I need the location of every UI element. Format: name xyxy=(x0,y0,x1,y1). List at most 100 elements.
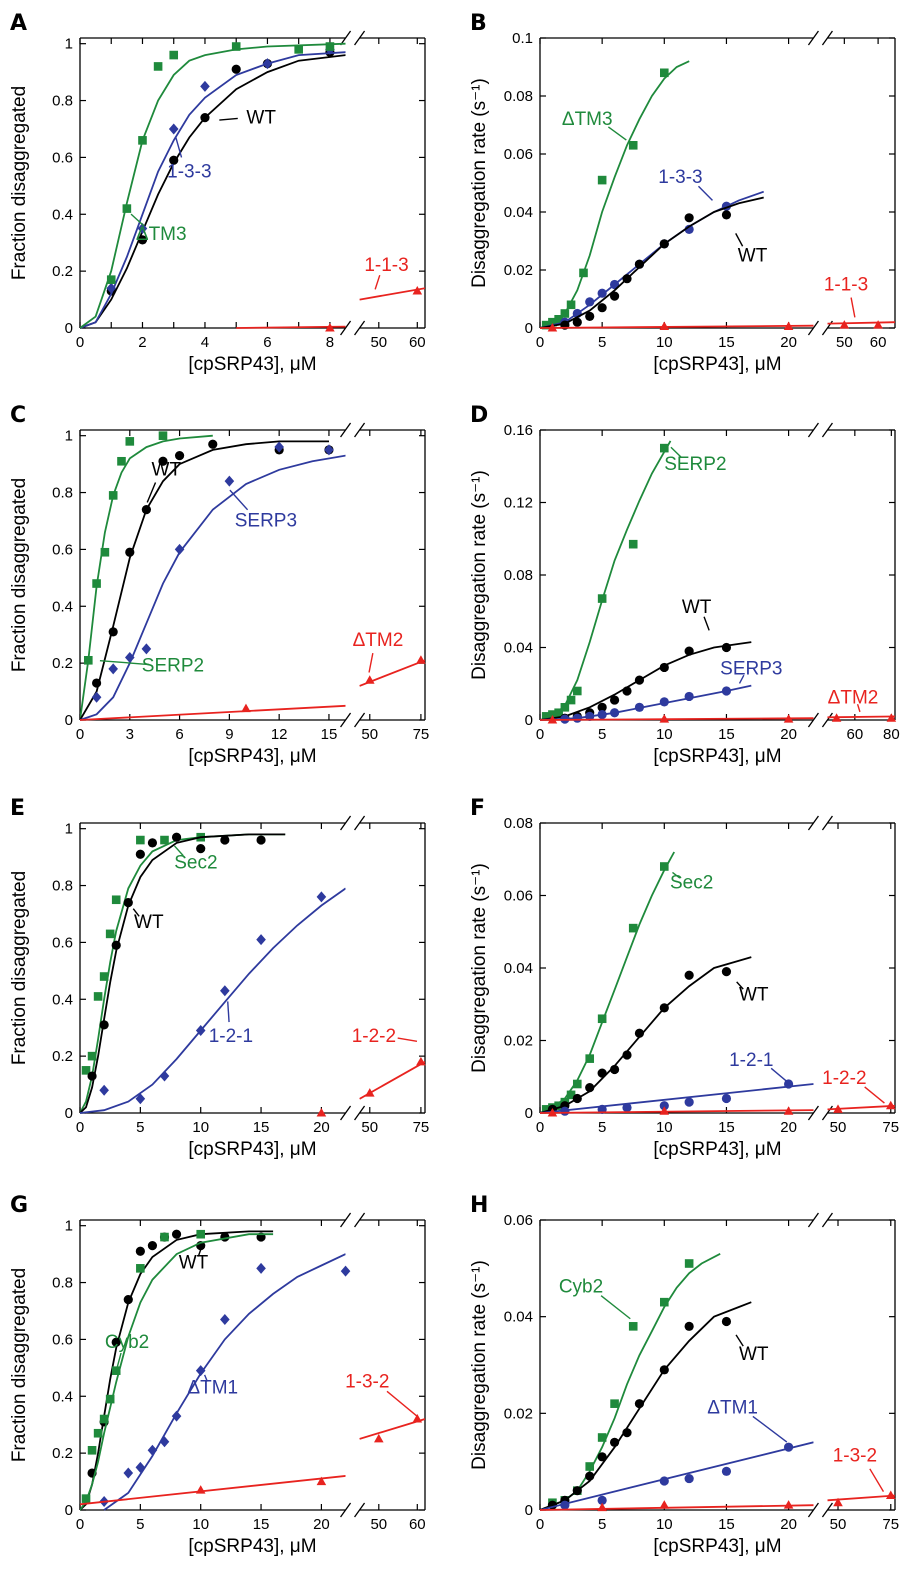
curve-122 xyxy=(540,1109,814,1114)
point-wt xyxy=(684,646,694,656)
x-tick-label: 10 xyxy=(192,1516,209,1533)
point-cyb2 xyxy=(105,1394,115,1404)
curve-tm1 xyxy=(540,1441,814,1511)
point-wt xyxy=(256,835,266,845)
label-113: 1-1-3 xyxy=(364,255,408,276)
point-wt xyxy=(147,838,158,848)
x-tick-label: 5 xyxy=(598,1516,606,1533)
point-serp3 xyxy=(721,686,732,696)
curve-wt xyxy=(540,641,752,721)
x-tick-label: 15 xyxy=(718,1516,735,1533)
leader-tm1 xyxy=(203,1374,208,1382)
x-tick-label: 50 xyxy=(830,1119,847,1136)
x-tick-label: 15 xyxy=(718,334,735,351)
axis-break-mark-bottom xyxy=(340,1105,352,1121)
leader-serp3 xyxy=(229,489,249,511)
point-121 xyxy=(159,1070,170,1082)
axis-break-mark-bottom xyxy=(340,1502,352,1518)
label-tm2: ΔTM2 xyxy=(353,630,404,651)
point-wt xyxy=(196,843,206,854)
point-wt xyxy=(721,1316,732,1327)
point-serp2 xyxy=(100,547,110,557)
axis-break-mark-top xyxy=(340,1212,352,1228)
y-axis-label: Disaggregation rate (s⁻¹) xyxy=(469,863,490,1073)
point-tm2 xyxy=(659,714,670,723)
leader-serp2 xyxy=(670,446,682,458)
curve-133 xyxy=(80,51,346,329)
x-tick-label: 5 xyxy=(598,726,606,743)
curve-tm1 xyxy=(103,1253,346,1511)
point-tm1 xyxy=(560,1500,570,1510)
label-tm3: ΔTM3 xyxy=(136,224,187,245)
point-wt xyxy=(135,1246,145,1256)
point-tm1 xyxy=(721,1466,732,1476)
leader-wt xyxy=(703,616,710,631)
y-tick-label: 0.6 xyxy=(52,541,73,558)
panel-letter: G xyxy=(10,1193,28,1218)
leader-tm2 xyxy=(368,652,374,673)
axis-break-mark-top xyxy=(821,815,833,831)
curve-tm2 xyxy=(540,717,814,721)
x-axis-label: [cpSRP43], μM xyxy=(653,1536,781,1557)
x-axis-label: [cpSRP43], μM xyxy=(653,746,781,767)
axis-break-mark-bottom xyxy=(807,320,819,336)
point-serp2 xyxy=(554,708,563,718)
x-tick-label: 20 xyxy=(313,1119,330,1136)
point-serp3 xyxy=(108,663,118,675)
x-tick-label: 75 xyxy=(882,1516,899,1533)
point-wt xyxy=(659,662,669,673)
x-tick-label: 75 xyxy=(413,726,430,743)
label-tm2: ΔTM2 xyxy=(828,688,879,709)
x-tick-label: 4 xyxy=(201,334,209,351)
point-121 xyxy=(195,1025,206,1037)
point-serp2 xyxy=(548,710,557,719)
leader-113 xyxy=(850,297,856,318)
point-tm3 xyxy=(579,268,588,278)
point-113 xyxy=(659,321,670,331)
x-tick-label: 9 xyxy=(225,726,233,743)
x-tick-label: 0 xyxy=(536,334,544,351)
point-wt xyxy=(147,1240,158,1251)
x-tick-label: 50 xyxy=(361,1119,378,1136)
point-122 xyxy=(316,1108,327,1117)
x-tick-label: 15 xyxy=(253,1119,270,1136)
point-wt xyxy=(609,1437,620,1447)
point-wt xyxy=(622,1428,632,1438)
x-tick-label: 6 xyxy=(263,334,271,351)
y-tick-label: 0.2 xyxy=(52,1445,73,1462)
y-tick-label: 0.08 xyxy=(504,815,533,832)
point-serp3 xyxy=(91,691,102,703)
point-sec2 xyxy=(566,1090,576,1100)
point-serp2 xyxy=(108,491,118,500)
point-132 xyxy=(597,1502,607,1512)
axis-break-mark-bottom xyxy=(354,1502,366,1518)
y-tick-label: 0.4 xyxy=(52,991,73,1008)
axis-break-mark-bottom xyxy=(821,1502,833,1518)
point-sec2 xyxy=(554,1101,563,1111)
point-122 xyxy=(783,1106,794,1115)
y-tick-label: 0.16 xyxy=(504,422,533,439)
point-tm1 xyxy=(195,1365,206,1377)
y-tick-label: 0.4 xyxy=(52,1388,73,1405)
point-tm2 xyxy=(783,714,794,723)
curve-cyb2 xyxy=(80,1233,274,1511)
label-serp2: SERP2 xyxy=(142,656,204,677)
point-serp3 xyxy=(684,691,694,702)
point-132 xyxy=(374,1433,384,1443)
label-wt: WT xyxy=(246,107,276,128)
point-sec2 xyxy=(87,1051,97,1061)
point-serp2 xyxy=(628,539,638,549)
axis-break-mark-bottom xyxy=(340,320,352,336)
label-122: 1-2-2 xyxy=(822,1068,866,1089)
curve-serp2 xyxy=(80,434,213,721)
point-113 xyxy=(412,286,423,295)
point-wt xyxy=(91,678,102,688)
leader-122 xyxy=(397,1037,418,1042)
point-wt xyxy=(135,849,145,859)
point-122 xyxy=(364,1088,375,1097)
point-122 xyxy=(833,1104,843,1113)
panel-letter: A xyxy=(10,11,27,36)
point-wt xyxy=(200,113,210,123)
y-tick-label: 0.1 xyxy=(512,30,533,47)
point-serp3 xyxy=(634,702,645,712)
